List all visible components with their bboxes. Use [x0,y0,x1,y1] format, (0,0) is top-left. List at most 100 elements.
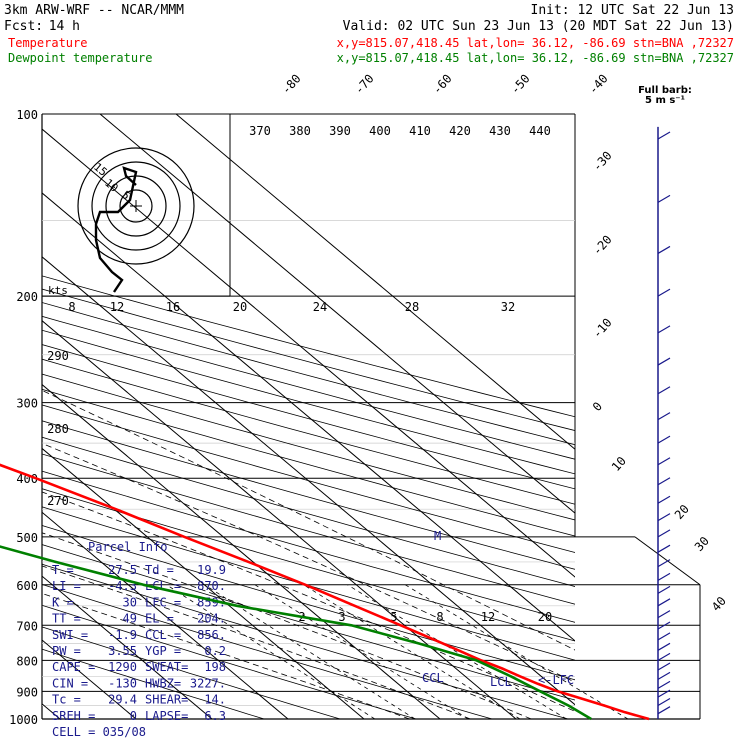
fcst-label: Fcst: [4,19,43,34]
dry-adiabat [42,453,575,605]
dry-adiabat [42,344,575,490]
theta-label-low: 280 [47,422,69,436]
hodo-ring [91,161,181,251]
dry-adiabat [42,584,493,719]
hodo-speed-label: 32 [501,300,515,314]
wind-barb [657,621,671,630]
wind-barb [657,610,671,619]
mixing-ratio-line [166,584,376,719]
isotherm-line [99,114,575,514]
parcel-param-value-2: 856. [197,628,226,642]
isotherm-line [175,114,575,450]
mixing-ratio-line [303,584,521,719]
dry-adiabat [42,648,265,719]
wind-barb [657,671,671,680]
fcst-value: 14 h [49,19,80,34]
background-grid [42,114,575,719]
parcel-param-value: 3.55 [108,644,137,658]
isotherm-label: -20 [590,233,615,258]
pressure-label: 500 [16,531,38,545]
dry-adiabat [42,626,341,719]
wind-barb [657,544,671,553]
parcel-param-value: -4.3 [108,579,137,593]
isotherm-label: 10 [609,454,629,474]
theta-label: 380 [289,124,311,138]
init-time: Init: 12 UTC Sat 22 Jun 13 [531,3,735,18]
parcel-param-value-2: 3227. [190,676,226,690]
parcel-param-name-2: SHEAR= [145,693,188,707]
parcel-param-value-2: 204. [197,612,226,626]
theta-label: 420 [449,124,471,138]
wind-barb [657,698,671,707]
parcel-param-name-2: YGP = [145,644,181,658]
parcel-param-name: TT = [52,612,81,626]
theta-label: 430 [489,124,511,138]
parcel-param-value: 29.4 [108,693,137,707]
parcel-param-name-2: EL = [145,612,174,626]
dry-adiabat [42,544,575,701]
parcel-title: Parcel Info [88,540,167,554]
dry-adiabat [42,604,417,719]
level-annotation: M [434,529,441,543]
wind-barb [657,245,671,254]
parcel-param-value: 1290 [108,660,137,674]
hodo-ring [77,147,195,265]
theta-label-low: 290 [47,349,69,363]
wind-barb [657,131,671,140]
dewpoint-legend: Dewpoint temperature [8,51,153,65]
theta-label: 370 [249,124,271,138]
hodo-units-label: kts [48,284,68,297]
isotherm-line [42,128,575,578]
isotherm-line [42,320,517,719]
pressure-label: 900 [16,685,38,699]
isobar-lines [41,113,701,720]
parcel-param-name: Tc = [52,693,81,707]
wind-barb [657,598,671,607]
parcel-param-name: LI = [52,579,81,593]
isotherm-line [42,511,289,719]
parcel-param-value-2: 14. [204,693,226,707]
parcel-cell: CELL = 035/08 [52,725,146,739]
mixing-ratio-label: 12 [481,610,495,624]
isotherm-label: 30 [692,534,712,554]
parcel-param-name-2: LFC = [145,595,181,609]
level-annotation: LCL [490,675,512,689]
parcel-param-value: 49 [123,612,137,626]
hodo-speed-label: 8 [68,300,75,314]
isotherm-label: -80 [279,72,304,97]
level-annotation: <-LFC [538,673,574,687]
parcel-param-value-2: 19.9 [197,563,226,577]
level-annotation: CCL [422,671,444,685]
theta-label: 410 [409,124,431,138]
wind-barb [657,288,671,297]
mixing-ratio-line [204,584,416,719]
theta-label-low: 270 [47,494,69,508]
hodo-ring-label: 10 [102,176,121,194]
parcel-param-value-2: 198 [204,660,226,674]
wind-barb [657,529,671,538]
moist-adiabat [42,442,575,683]
wind-barb [657,513,671,522]
wind-barb [657,689,671,698]
pressure-label: 800 [16,654,38,668]
isotherm-label: -40 [586,72,611,97]
isotherm-line [42,447,365,719]
barb-key-units: 5 m s⁻¹ [645,95,685,106]
dry-adiabat [42,470,575,623]
isotherm-line [42,256,575,706]
temperature-location: x,y=815.07,418.45 lat,lon= 36.12, -86.69… [337,36,734,50]
hodo-speed-label: 24 [313,300,327,314]
temperature-profile [0,463,650,721]
dry-adiabat [42,506,575,661]
dry-adiabat [42,288,575,431]
wind-barb [657,585,671,594]
isotherm-label: 0 [590,399,605,414]
dry-adiabat [42,329,575,475]
isotherm-label: 20 [672,502,692,522]
pressure-label: 700 [16,619,38,633]
dewpoint-profile [0,545,592,721]
theta-label: 400 [369,124,391,138]
parcel-param-name: PW = [52,644,81,658]
isotherm-label: -60 [430,72,455,97]
